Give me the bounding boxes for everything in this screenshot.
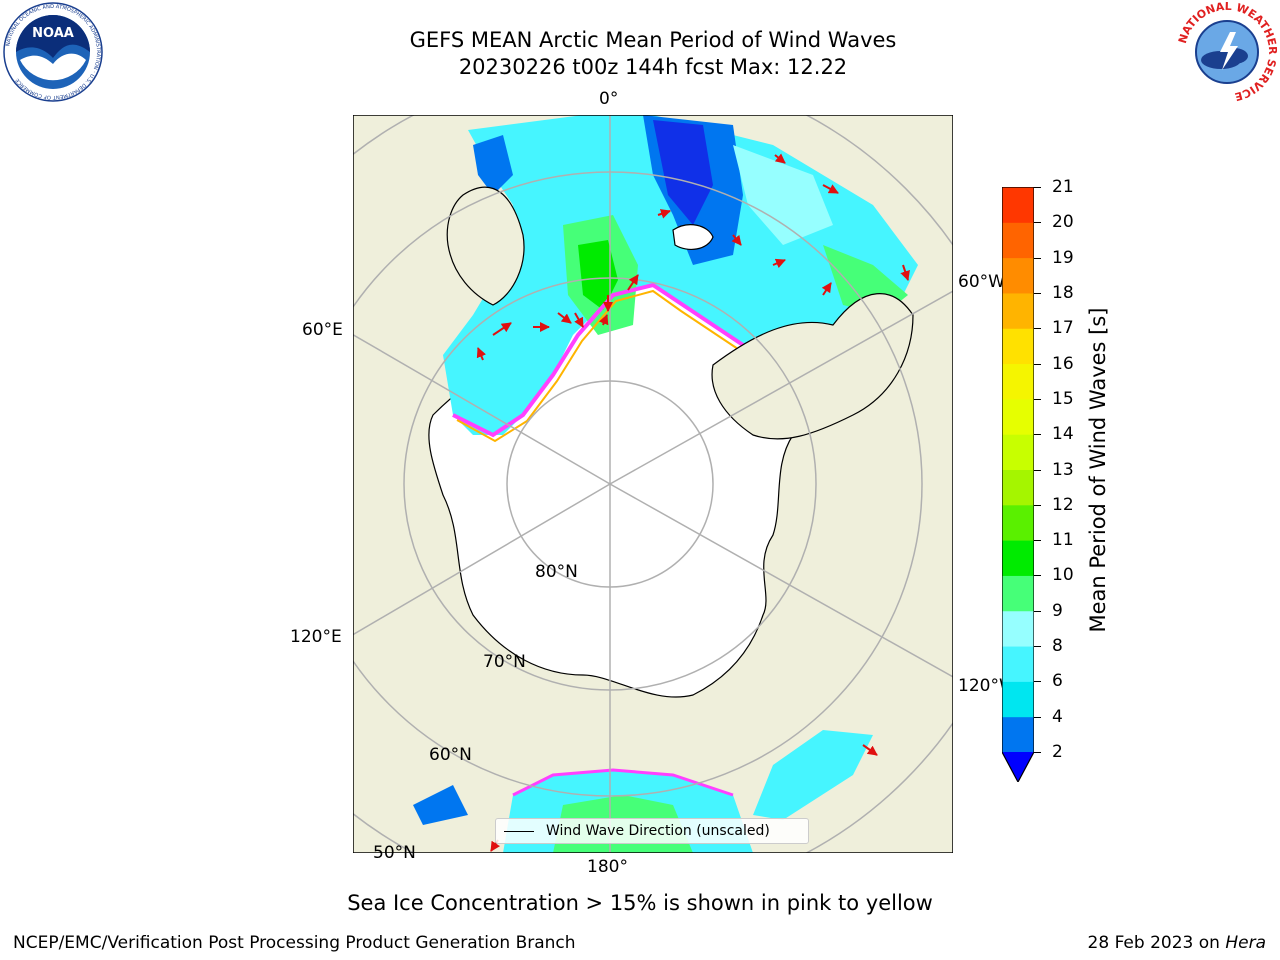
footer-date: 28 Feb 2023 on Hera [1087,933,1266,953]
colorbar-tick-mark [1034,752,1041,753]
barents-wave-field [473,135,513,195]
colorbar-tick-label: 8 [1052,636,1063,657]
footer-host: Hera [1225,933,1266,953]
colorbar-tick-mark [1034,434,1041,436]
iceland-land [672,224,714,251]
colorbar-tick-label: 2 [1052,742,1063,762]
colorbar-swatch [1002,646,1034,682]
colorbar-tick-mark [1034,363,1041,365]
colorbar-tick-label: 14 [1052,424,1074,445]
colorbar-tick-label: 18 [1052,282,1074,303]
noaa-logo-text: NOAA [32,26,74,41]
colorbar-swatch [1002,363,1034,400]
lat-label-60n: 60°N [429,745,472,765]
colorbar-swatch [1002,187,1034,223]
colorbar-swatch [1002,257,1034,294]
colorbar-tick-mark [1034,540,1041,542]
colorbar-under-triangle [1002,752,1034,782]
lon-label-0: 0° [599,89,619,109]
sea-ice-note: Sea Ice Concentration > 15% is shown in … [347,891,933,915]
lon-label-120e: 120°E [290,627,342,647]
colorbar-tick-mark [1034,292,1041,294]
colorbar-tick-mark [1034,575,1041,577]
colorbar-tick-label: 20 [1052,212,1074,233]
colorbar-swatch [1002,222,1034,259]
arctic-map [353,115,953,853]
lon-label-60w: 60°W [958,272,1003,292]
colorbar-tick-label: 9 [1052,600,1063,621]
greenland-land [711,293,914,440]
noaa-logo: NOAA NATIONAL OCEANIC AND ATMOSPHERIC AD… [3,2,103,102]
scandinavia-land [446,186,525,306]
colorbar-label: Mean Period of Wind Waves [s] [1086,307,1110,633]
colorbar-tick-label: 12 [1052,494,1074,515]
colorbar-tick-label: 21 [1052,177,1074,197]
footer-credit: NCEP/EMC/Verification Post Processing Pr… [13,933,576,953]
colorbar-tick-label: 16 [1052,353,1074,374]
lon-label-180: 180° [587,857,628,877]
colorbar-tick-label: 19 [1052,247,1074,268]
wave-field-brightgreen [578,240,618,310]
colorbar-swatch [1002,328,1034,365]
legend-entry: Wind Wave Direction (unscaled) [546,823,770,839]
colorbar-tick-label: 13 [1052,459,1074,480]
colorbar-tick-mark [1034,504,1041,506]
colorbar-tick-mark [1034,257,1041,259]
colorbar-tick-label: 10 [1052,565,1074,586]
colorbar-tick-mark [1034,469,1041,471]
colorbar [1002,187,1034,782]
colorbar-tick-label: 15 [1052,388,1074,409]
colorbar-tick-label: 17 [1052,318,1074,339]
legend-line-swatch [504,831,534,832]
colorbar-tick-mark [1034,646,1041,648]
colorbar-swatch [1002,716,1034,753]
nws-logo: NATIONAL WEATHER SERVICE [1176,2,1278,102]
lat-label-80n: 80°N [535,562,578,582]
map-title: GEFS MEAN Arctic Mean Period of Wind Wav… [409,28,897,52]
colorbar-swatch [1002,504,1034,541]
colorbar-swatch [1002,681,1034,718]
colorbar-tick-mark [1034,398,1041,400]
colorbar-tick-mark [1034,681,1041,683]
lon-label-60e: 60°E [302,320,343,340]
colorbar-swatch [1002,575,1034,612]
colorbar-tick-label: 6 [1052,671,1063,692]
map-subtitle: 20230226 t00z 144h fcst Max: 12.22 [458,55,848,79]
colorbar-tick-mark [1034,328,1041,330]
colorbar-tick-mark [1034,222,1041,224]
map-legend: Wind Wave Direction (unscaled) [495,818,809,844]
lon-label-120w: 120°W [958,676,1016,696]
wind-wave-arrows [476,153,910,852]
colorbar-tick-label: 11 [1052,530,1074,551]
colorbar-tick-mark [1034,187,1041,188]
colorbar-swatch [1002,434,1034,470]
colorbar-tick-mark [1034,610,1041,612]
colorbar-swatch [1002,610,1034,647]
wave-field-deepblue [653,120,713,225]
bering-ice-edge [512,768,734,797]
colorbar-swatch [1002,469,1034,506]
colorbar-tick-mark [1034,716,1041,718]
colorbar-swatch [1002,398,1034,435]
lat-label-70n: 70°N [483,652,526,672]
colorbar-swatch [1002,540,1034,576]
wave-field-lightcyan [733,145,833,245]
colorbar-tick-label: 4 [1052,706,1063,727]
okhotsk-wave-field [413,785,468,825]
graticule [353,115,953,853]
colorbar-swatch [1002,292,1034,329]
alaska-gulf-wave-field [753,730,873,820]
lat-label-50n: 50°N [373,843,416,863]
